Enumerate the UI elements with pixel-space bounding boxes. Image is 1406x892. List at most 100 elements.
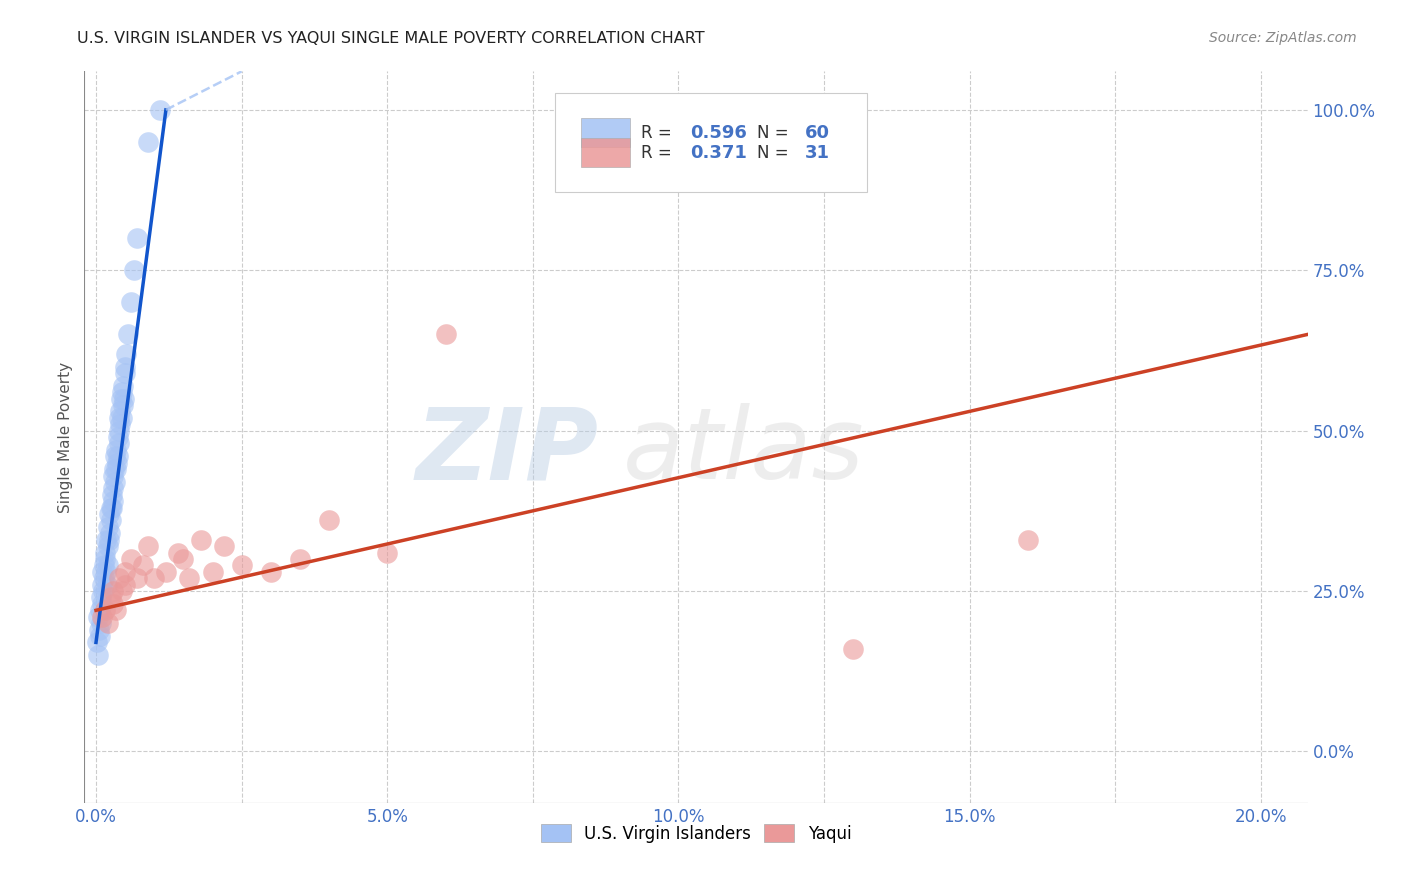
Point — [103, 462, 125, 476]
Point — [108, 404, 131, 418]
Point — [112, 378, 135, 392]
Point — [97, 539, 120, 553]
Point — [108, 410, 131, 425]
Point — [90, 591, 112, 605]
Point — [111, 385, 134, 400]
Point — [96, 565, 118, 579]
Point — [138, 539, 160, 553]
Point — [100, 500, 122, 515]
Point — [231, 558, 253, 573]
Text: atlas: atlas — [623, 403, 865, 500]
Point — [104, 450, 127, 464]
Point — [90, 597, 112, 611]
Point — [104, 462, 127, 476]
Point — [110, 392, 132, 406]
Point — [260, 565, 283, 579]
Point — [97, 616, 120, 631]
Point — [201, 565, 224, 579]
Point — [91, 565, 114, 579]
Point — [120, 552, 142, 566]
Text: N =: N = — [758, 124, 794, 142]
FancyBboxPatch shape — [581, 138, 630, 167]
Point — [100, 591, 122, 605]
Text: N =: N = — [758, 144, 794, 161]
Point — [105, 456, 128, 470]
Point — [87, 609, 110, 624]
Text: 31: 31 — [804, 144, 830, 161]
Text: 0.371: 0.371 — [690, 144, 747, 161]
Point — [114, 577, 136, 591]
Text: U.S. VIRGIN ISLANDER VS YAQUI SINGLE MALE POVERTY CORRELATION CHART: U.S. VIRGIN ISLANDER VS YAQUI SINGLE MAL… — [77, 31, 704, 46]
Legend: U.S. Virgin Islanders, Yaqui: U.S. Virgin Islanders, Yaqui — [534, 818, 858, 849]
Point — [105, 603, 128, 617]
Point — [111, 410, 134, 425]
FancyBboxPatch shape — [555, 94, 868, 192]
FancyBboxPatch shape — [581, 118, 630, 147]
Point — [100, 514, 122, 528]
Point — [114, 366, 136, 380]
Point — [89, 603, 111, 617]
Point — [98, 526, 121, 541]
Text: 0.596: 0.596 — [690, 124, 747, 142]
Point — [125, 571, 148, 585]
Point — [87, 623, 110, 637]
Point — [101, 482, 124, 496]
Point — [103, 468, 125, 483]
Point — [87, 648, 110, 663]
Point — [138, 135, 160, 149]
Point — [97, 558, 120, 573]
Text: R =: R = — [641, 144, 676, 161]
Point — [179, 571, 201, 585]
Point — [98, 507, 121, 521]
Point — [120, 295, 142, 310]
Point — [1017, 533, 1039, 547]
Point — [91, 584, 114, 599]
Text: R =: R = — [641, 124, 676, 142]
Point — [117, 327, 139, 342]
Point — [149, 103, 172, 117]
Point — [90, 577, 112, 591]
Point — [97, 520, 120, 534]
Point — [107, 424, 129, 438]
Point — [115, 346, 138, 360]
Point — [93, 603, 117, 617]
Point — [90, 609, 112, 624]
Point — [434, 327, 457, 342]
Text: ZIP: ZIP — [415, 403, 598, 500]
Point — [125, 231, 148, 245]
Point — [110, 417, 132, 432]
Point — [111, 398, 134, 412]
Point — [103, 494, 125, 508]
Point — [105, 442, 128, 457]
Point — [104, 475, 127, 489]
Point — [190, 533, 212, 547]
Point — [93, 545, 117, 559]
Point — [212, 539, 235, 553]
Point — [103, 597, 125, 611]
Point — [108, 571, 131, 585]
Point — [107, 430, 129, 444]
Point — [131, 558, 153, 573]
Point — [94, 533, 117, 547]
Point — [94, 552, 117, 566]
Point — [100, 488, 122, 502]
Point — [114, 565, 136, 579]
Point — [97, 533, 120, 547]
Point — [155, 565, 177, 579]
Point — [108, 436, 131, 450]
Point — [107, 450, 129, 464]
Point — [166, 545, 188, 559]
Point — [96, 577, 118, 591]
Point — [103, 584, 125, 599]
Point — [93, 571, 115, 585]
Text: 60: 60 — [804, 124, 830, 142]
Point — [111, 584, 134, 599]
Point — [842, 641, 865, 656]
Point — [86, 635, 108, 649]
Point — [375, 545, 398, 559]
Point — [114, 359, 136, 374]
Point — [288, 552, 311, 566]
Point — [172, 552, 194, 566]
Point — [93, 558, 115, 573]
Point — [112, 392, 135, 406]
